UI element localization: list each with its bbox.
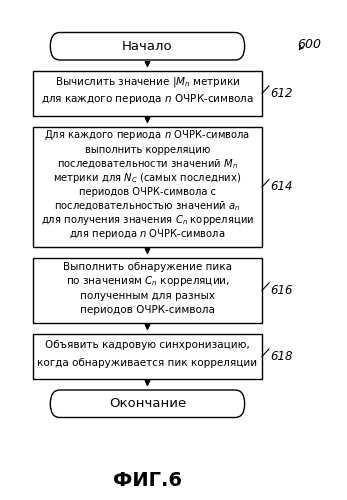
Text: Окончание: Окончание <box>109 397 186 410</box>
Text: Вычислить значение $|M_n$ метрики: Вычислить значение $|M_n$ метрики <box>55 76 240 90</box>
Text: по значениям $C_n$ корреляции,: по значениям $C_n$ корреляции, <box>66 274 229 288</box>
Text: метрики для $N_C$ (самых последних): метрики для $N_C$ (самых последних) <box>53 171 242 185</box>
Text: периодов ОЧРК-символа: периодов ОЧРК-символа <box>80 305 215 315</box>
Text: 614: 614 <box>271 180 293 194</box>
Text: ФИГ.6: ФИГ.6 <box>113 472 182 490</box>
Text: Начало: Начало <box>122 40 173 52</box>
Text: 612: 612 <box>271 87 293 100</box>
Text: 616: 616 <box>271 284 293 297</box>
Text: последовательностью значений $a_n$: последовательностью значений $a_n$ <box>54 200 241 213</box>
Text: для каждого периода $n$ ОЧРК-символа: для каждого периода $n$ ОЧРК-символа <box>41 92 254 106</box>
Text: 600: 600 <box>297 38 321 52</box>
Bar <box>33 71 262 116</box>
Text: 618: 618 <box>271 350 293 363</box>
FancyBboxPatch shape <box>50 32 245 60</box>
Bar <box>33 258 262 323</box>
Text: периодов ОЧРК-символа с: периодов ОЧРК-символа с <box>79 187 216 197</box>
Text: Выполнить обнаружение пика: Выполнить обнаружение пика <box>63 262 232 272</box>
Text: Для каждого периода $n$ ОЧРК-символа: Для каждого периода $n$ ОЧРК-символа <box>44 129 251 142</box>
Text: для периода $n$ ОЧРК-символа: для периода $n$ ОЧРК-символа <box>69 228 226 241</box>
Text: когда обнаруживается пик корреляции: когда обнаруживается пик корреляции <box>37 358 257 368</box>
Text: полученным для разных: полученным для разных <box>80 290 215 300</box>
Text: выполнить корреляцию: выполнить корреляцию <box>85 144 210 154</box>
FancyBboxPatch shape <box>50 390 245 417</box>
Bar <box>33 334 262 379</box>
Bar <box>33 127 262 247</box>
Text: для получения значения $C_n$ корреляции: для получения значения $C_n$ корреляции <box>41 213 254 227</box>
Text: Объявить кадровую синхронизацию,: Объявить кадровую синхронизацию, <box>45 340 250 350</box>
Text: последовательности значений $M_n$: последовательности значений $M_n$ <box>57 157 238 170</box>
